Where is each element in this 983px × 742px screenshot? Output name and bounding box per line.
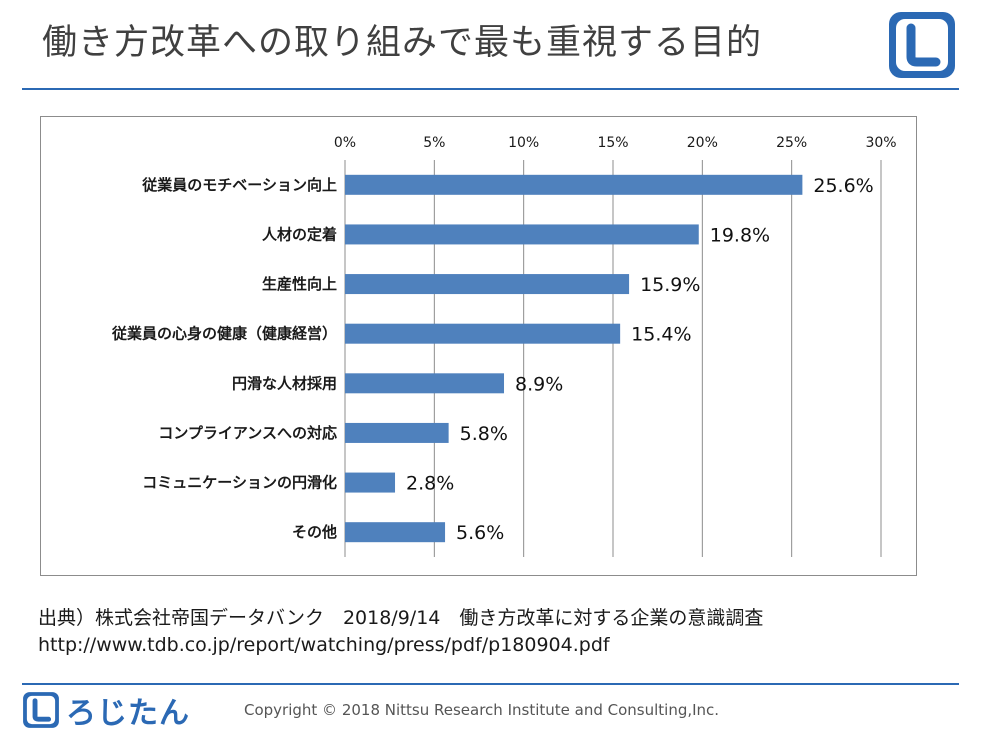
source-note: 出典）株式会社帝国データバンク 2018/9/14 働き方改革に対する企業の意識…: [38, 605, 763, 659]
bar: [345, 224, 699, 245]
bar: [345, 274, 630, 295]
logo-badge-icon: [889, 12, 955, 78]
category-label: コンプライアンスへの対応: [158, 424, 337, 442]
tick-label: 10%: [508, 135, 539, 151]
data-label: 2.8%: [406, 473, 454, 495]
category-label: 人材の定着: [262, 225, 337, 243]
data-label: 19.8%: [710, 224, 770, 246]
logo-badge-icon: [23, 692, 59, 728]
source-url: http://www.tdb.co.jp/report/watching/pre…: [38, 634, 610, 656]
tick-label: 5%: [423, 135, 445, 151]
bar: [345, 522, 446, 543]
tick-label: 25%: [776, 135, 807, 151]
header-divider: [22, 88, 959, 90]
bar: [345, 323, 621, 344]
chart-frame: 0% 5% 10% 15% 20% 25% 30% 従業員のモチベーション向上 25.6% 人材の…: [40, 116, 917, 576]
page-title: 働き方改革への取り組みで最も重視する目的: [42, 23, 763, 63]
category-label: 円滑な人材採用: [232, 374, 337, 392]
category-label: 生産性向上: [262, 275, 337, 293]
tick-label: 15%: [597, 135, 628, 151]
bar: [345, 472, 396, 493]
data-label: 5.6%: [456, 522, 504, 544]
bar: [345, 422, 449, 443]
source-citation: 出典）株式会社帝国データバンク 2018/9/14 働き方改革に対する企業の意識…: [38, 607, 764, 629]
tick-label: 30%: [865, 135, 896, 151]
data-label: 15.4%: [631, 324, 691, 346]
data-label: 25.6%: [813, 175, 873, 197]
category-label: 従業員の心身の健康（健康経営）: [111, 325, 337, 343]
category-label: 従業員のモチベーション向上: [141, 176, 337, 194]
data-label: 5.8%: [460, 423, 508, 445]
copyright-text: Copyright © 2018 Nittsu Research Institu…: [244, 701, 720, 719]
bar: [345, 373, 505, 394]
category-label: その他: [292, 523, 337, 541]
tick-label: 0%: [334, 135, 356, 151]
bar: [345, 174, 803, 195]
category-label: コミュニケーションの円滑化: [142, 474, 337, 492]
tick-label: 20%: [687, 135, 718, 151]
data-label: 8.9%: [515, 373, 563, 395]
brand-name: ろじたん: [66, 696, 190, 731]
data-label: 15.9%: [640, 274, 700, 296]
footer-divider: [22, 683, 959, 685]
bar-chart: 0% 5% 10% 15% 20% 25% 30% 従業員のモチベーション向上 25.6% 人材の…: [111, 135, 897, 557]
footer-logo: ろじたん: [22, 690, 190, 731]
